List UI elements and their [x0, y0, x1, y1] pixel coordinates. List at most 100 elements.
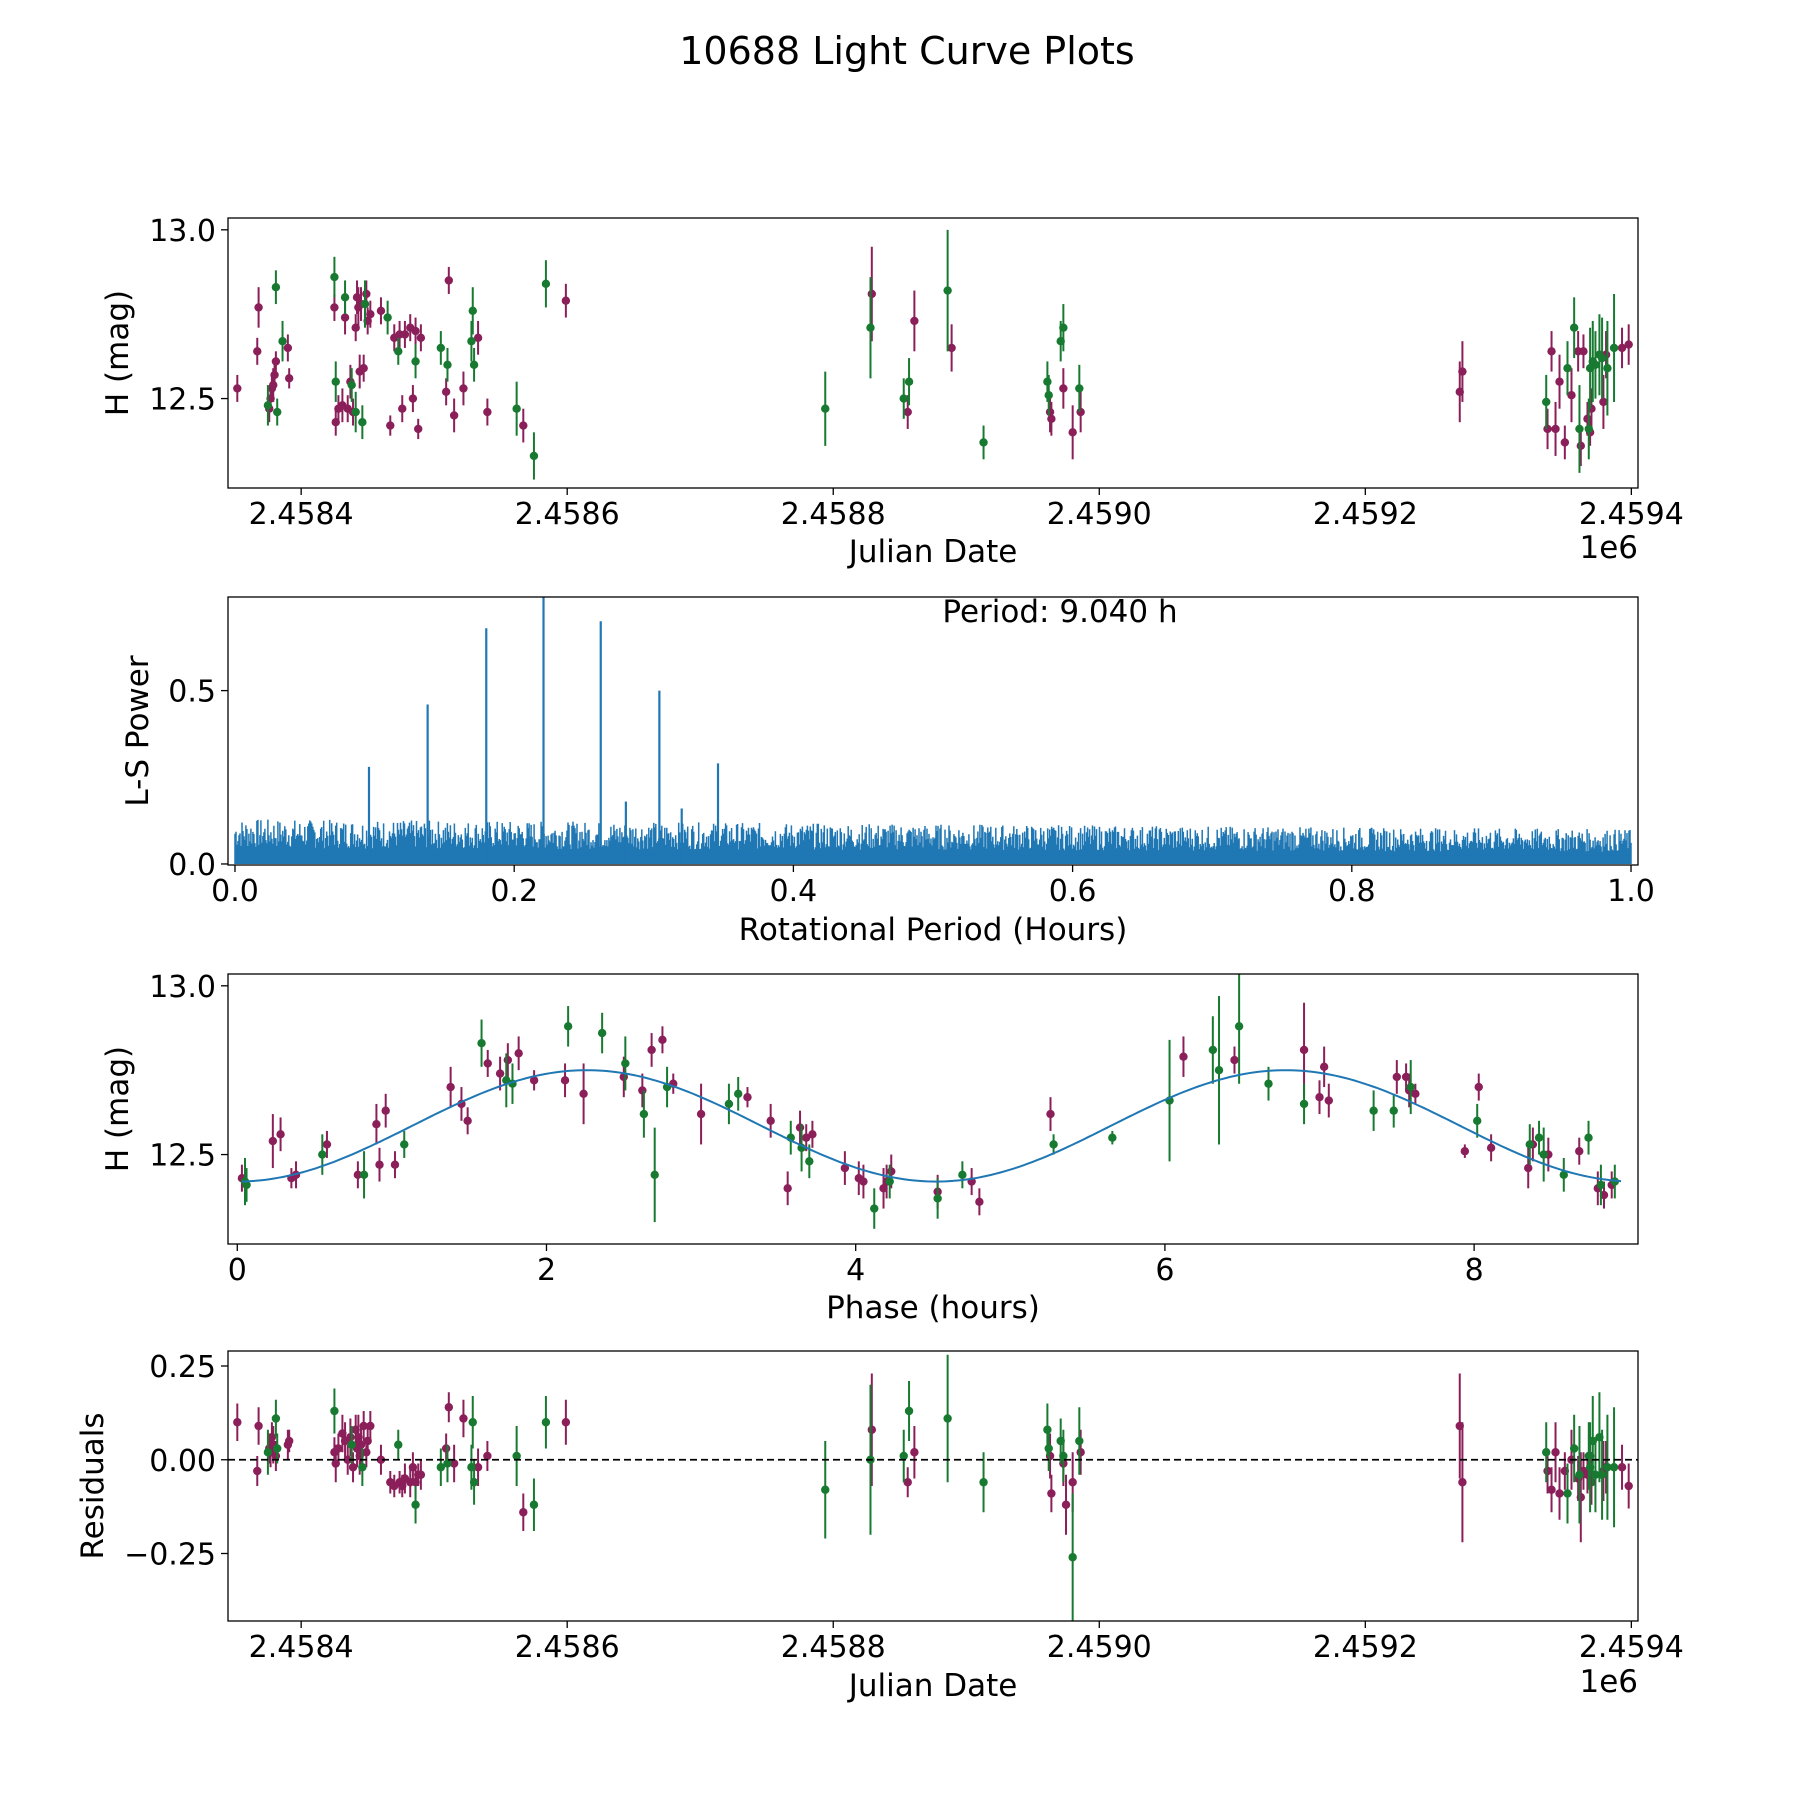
data-point [253, 1466, 262, 1476]
data-point [870, 1204, 879, 1213]
data-point [263, 401, 273, 410]
data-point [400, 1140, 409, 1149]
x-tick-label: 2.4586 [515, 1630, 620, 1665]
data-point [1076, 407, 1085, 417]
data-point [638, 1086, 647, 1095]
data-point [473, 1463, 483, 1472]
data-point [271, 1414, 281, 1423]
data-point [1044, 390, 1053, 400]
data-point [1575, 1146, 1584, 1156]
data-point [347, 380, 356, 390]
data-point [621, 1059, 630, 1068]
data-point [276, 1130, 285, 1139]
data-point [1591, 360, 1600, 370]
data-point [696, 1109, 706, 1119]
data-point [284, 1436, 294, 1446]
data-point [273, 1444, 282, 1453]
data-point [1208, 1045, 1218, 1055]
lightcurve-ylabel: H (mag) [100, 290, 136, 416]
data-point [351, 407, 360, 417]
data-point [1624, 340, 1633, 349]
phased-frame [227, 973, 1639, 1245]
data-point [283, 343, 293, 353]
data-point [910, 316, 919, 326]
data-point [541, 1418, 551, 1427]
data-point [449, 1459, 459, 1468]
data-point [1369, 1106, 1378, 1115]
data-point [1555, 377, 1564, 386]
data-point [887, 1167, 896, 1176]
data-point [802, 1133, 811, 1142]
data-point [808, 1130, 817, 1139]
data-point [1319, 1062, 1329, 1072]
data-point [358, 417, 367, 427]
data-point [1555, 1489, 1564, 1498]
data-point [1539, 1150, 1548, 1159]
data-point [449, 411, 459, 420]
figure-title: 10688 Light Curve Plots [679, 29, 1134, 73]
data-point [383, 313, 392, 322]
data-point [416, 333, 426, 343]
x-tick-label: 0.8 [1328, 874, 1376, 909]
data-point [467, 336, 476, 346]
data-point [331, 377, 340, 386]
data-point [1049, 1140, 1058, 1149]
data-point [436, 343, 446, 353]
data-point [390, 1160, 400, 1169]
data-point [347, 1440, 356, 1449]
data-point [1059, 384, 1068, 393]
data-point [1061, 1500, 1071, 1509]
data-point [469, 360, 479, 370]
data-point [340, 313, 350, 322]
data-point [362, 289, 371, 299]
data-point [469, 1478, 479, 1487]
data-point [519, 421, 528, 430]
data-point [411, 326, 420, 336]
data-point [658, 1035, 667, 1045]
data-point [1047, 414, 1056, 424]
data-point [1560, 438, 1570, 447]
data-point [483, 1451, 492, 1461]
y-tick-label: 12.5 [149, 383, 216, 418]
data-point [766, 1116, 775, 1126]
data-point [278, 336, 287, 346]
data-point [1567, 390, 1576, 400]
data-point [459, 1414, 468, 1423]
data-point [579, 1089, 588, 1099]
data-point [1324, 1096, 1333, 1105]
data-point [1576, 441, 1586, 451]
data-point [394, 347, 403, 356]
data-point [1047, 1489, 1056, 1498]
panel-periodogram: 0.0 0.2 0.4 0.6 0.8 1.0 0.0 0.5 Period: 9.040 h… [120, 594, 1655, 948]
data-point [411, 1500, 420, 1509]
data-point [376, 306, 386, 316]
data-point [1603, 363, 1612, 373]
data-point [398, 404, 407, 413]
data-point [866, 323, 875, 332]
data-point [318, 1150, 327, 1159]
phased-xlabel: Phase (hours) [826, 1290, 1040, 1326]
data-point [529, 1076, 539, 1085]
data-point [273, 407, 282, 417]
data-point [359, 363, 368, 373]
data-point [463, 1116, 472, 1126]
data-point [386, 421, 395, 430]
data-point [514, 1049, 523, 1058]
x-tick-label: 6 [1155, 1253, 1174, 1288]
data-point [1547, 347, 1556, 356]
x-tick-label: 2.4592 [1313, 1630, 1418, 1665]
residuals-frame [227, 1350, 1639, 1622]
data-point [1230, 1055, 1239, 1065]
data-point [233, 384, 242, 393]
data-point [270, 370, 279, 380]
y-tick-label: 0.00 [149, 1444, 216, 1479]
data-point [597, 1028, 607, 1038]
data-point [910, 1448, 919, 1457]
data-point [650, 1170, 659, 1180]
data-point [1543, 424, 1552, 434]
data-point [899, 394, 908, 403]
panel-phased: 0 2 4 6 8 12.5 13.0 H (mag) Phase (hours) [100, 970, 1639, 1326]
data-point [495, 1069, 505, 1078]
data-point [639, 1109, 649, 1119]
